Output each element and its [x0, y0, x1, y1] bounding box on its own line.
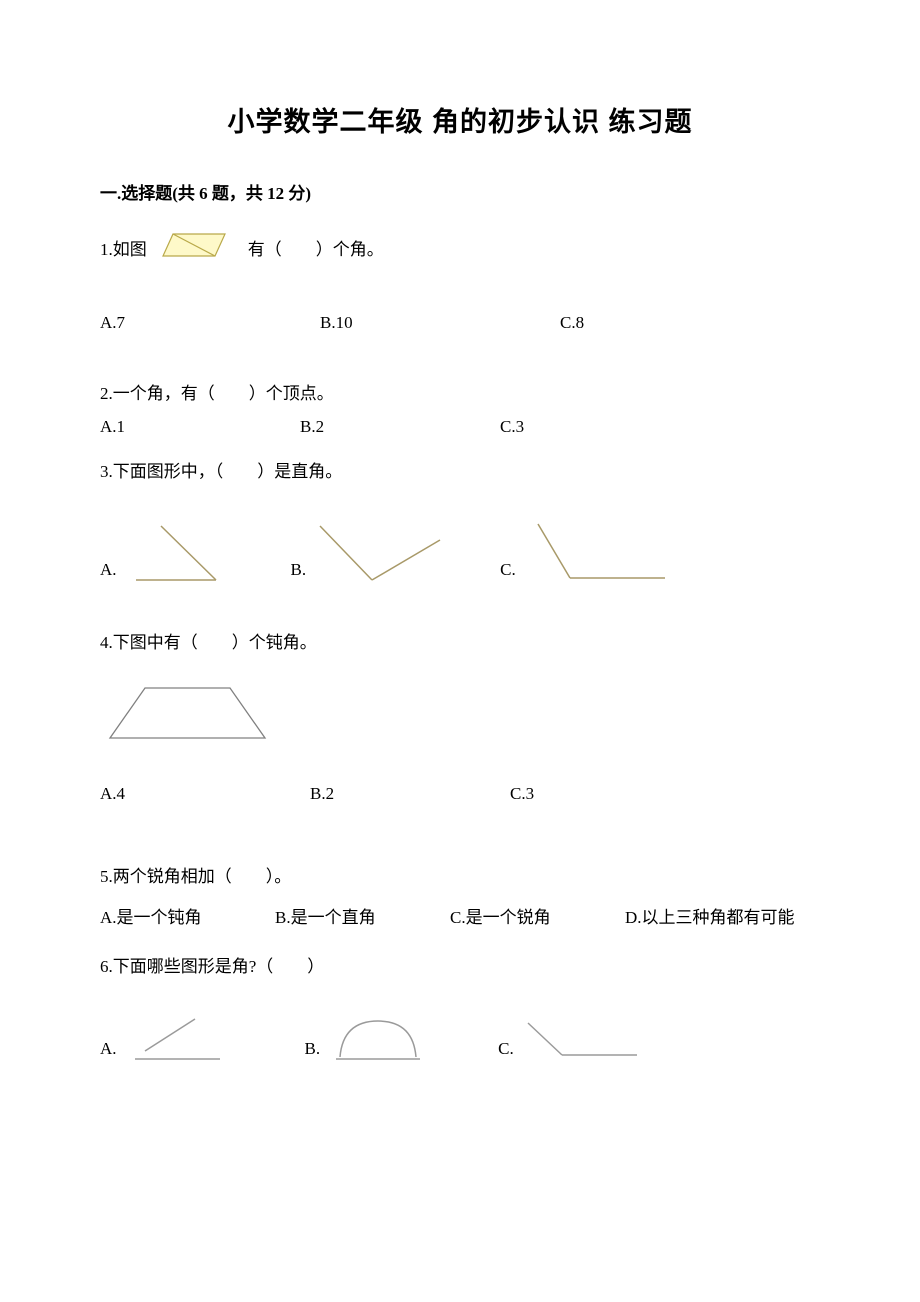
q6-options: A. B. C. — [100, 1013, 820, 1063]
question-3: 3.下面图形中，（ ）是直角。 — [100, 457, 820, 488]
q6-option-b: B. — [305, 1013, 429, 1063]
q2-options: A.1 B.2 C.3 — [100, 417, 820, 437]
q1-option-a: A.7 — [100, 313, 320, 333]
q2-option-c: C.3 — [500, 417, 680, 437]
q6-option-a: A. — [100, 1013, 235, 1063]
q1-option-b: B.10 — [320, 313, 560, 333]
q3-option-a: A. — [100, 518, 241, 588]
q4-option-a: A.4 — [100, 784, 310, 804]
q3-option-b: B. — [291, 518, 451, 588]
q4-option-c: C.3 — [510, 784, 690, 804]
q3-diagram-a — [121, 518, 241, 588]
q3-option-c: C. — [500, 518, 670, 588]
section-1-header: 一.选择题(共 6 题，共 12 分) — [100, 179, 820, 204]
q4-options: A.4 B.2 C.3 — [100, 784, 820, 804]
q4-diagram — [100, 676, 820, 756]
q2-option-b: B.2 — [300, 417, 500, 437]
q5-option-b: B.是一个直角 — [275, 903, 450, 928]
q6-diagram-b — [328, 1013, 428, 1063]
question-5: 5.两个锐角相加（ ）。 — [100, 862, 820, 893]
q5-options: A.是一个钝角 B.是一个直角 C.是一个锐角 D.以上三种角都有可能 — [100, 903, 820, 928]
q1-option-c: C.8 — [560, 313, 740, 333]
q1-options: A.7 B.10 C.8 — [100, 313, 820, 333]
question-6: 6.下面哪些图形是角?（ ） — [100, 952, 820, 983]
q5-option-d: D.以上三种角都有可能 — [625, 903, 795, 928]
q3-diagram-c — [520, 518, 670, 588]
q4-option-b: B.2 — [310, 784, 510, 804]
q1-diagram — [155, 226, 240, 275]
q3-options: A. B. C. — [100, 518, 820, 588]
q1-text-after: 有（ ）个角。 — [248, 235, 384, 266]
q5-option-c: C.是一个锐角 — [450, 903, 625, 928]
q3-diagram-b — [310, 518, 450, 588]
question-1: 1.如图 有（ ）个角。 — [100, 226, 820, 275]
q6-option-c: C. — [498, 1013, 642, 1063]
question-4: 4.下图中有（ ）个钝角。 — [100, 628, 820, 659]
question-2: 2.一个角，有（ ）个顶点。 — [100, 379, 820, 410]
q5-option-a: A.是一个钝角 — [100, 903, 275, 928]
q6-diagram-c — [522, 1013, 642, 1063]
q6-diagram-a — [125, 1013, 235, 1063]
worksheet-page: 小学数学二年级 角的初步认识 练习题 一.选择题(共 6 题，共 12 分) 1… — [0, 0, 920, 1302]
q2-option-a: A.1 — [100, 417, 300, 437]
q1-text-before: 1.如图 — [100, 235, 147, 266]
page-title: 小学数学二年级 角的初步认识 练习题 — [100, 100, 820, 139]
